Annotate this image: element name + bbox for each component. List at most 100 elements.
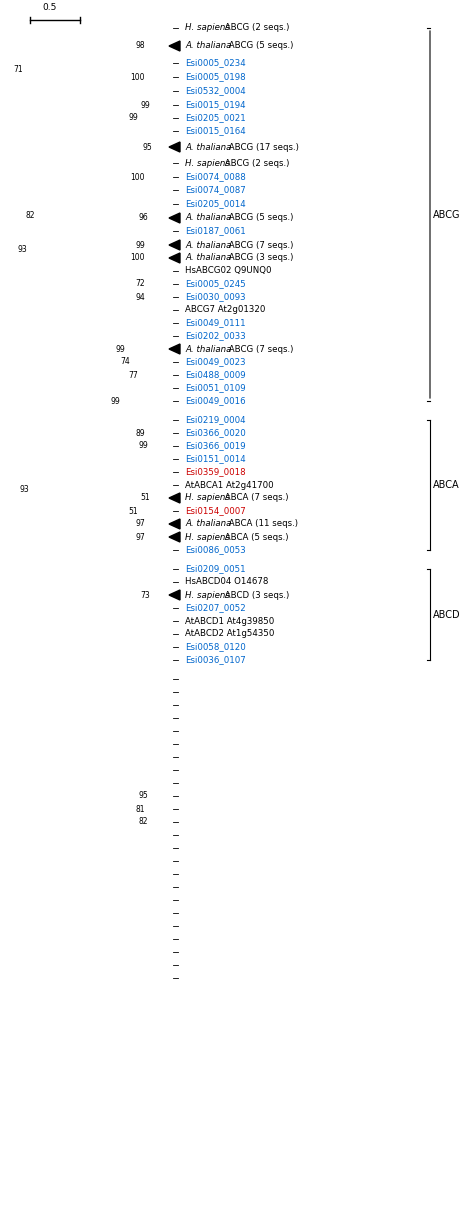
Text: Esi0015_0164: Esi0015_0164 — [185, 127, 246, 135]
Text: 99: 99 — [138, 441, 148, 451]
Polygon shape — [169, 213, 180, 223]
Text: ABCG: ABCG — [433, 210, 461, 219]
Text: A. thaliana: A. thaliana — [185, 41, 231, 51]
Text: 94: 94 — [135, 293, 145, 301]
Text: ABCA (11 seqs.): ABCA (11 seqs.) — [226, 519, 298, 529]
Text: A. thaliana: A. thaliana — [185, 345, 231, 353]
Polygon shape — [169, 590, 180, 600]
Text: Esi0207_0052: Esi0207_0052 — [185, 604, 246, 612]
Text: Esi0202_0033: Esi0202_0033 — [185, 331, 246, 341]
Text: ABCG (17 seqs.): ABCG (17 seqs.) — [226, 142, 299, 152]
Text: H. sapiens: H. sapiens — [185, 159, 230, 167]
Polygon shape — [169, 41, 180, 51]
Text: 97: 97 — [135, 519, 145, 529]
Text: 82: 82 — [138, 817, 148, 827]
Text: 93: 93 — [20, 486, 30, 494]
Polygon shape — [169, 531, 180, 542]
Text: 100: 100 — [130, 72, 145, 82]
Text: Esi0005_0234: Esi0005_0234 — [185, 59, 246, 67]
Text: ABCA: ABCA — [433, 480, 460, 490]
Text: 98: 98 — [136, 41, 145, 51]
Text: ABCG (2 seqs.): ABCG (2 seqs.) — [222, 159, 290, 167]
Text: 72: 72 — [136, 280, 145, 288]
Polygon shape — [169, 253, 180, 263]
Text: Esi0366_0020: Esi0366_0020 — [185, 429, 246, 437]
Text: 82: 82 — [26, 211, 36, 219]
Text: H. sapiens: H. sapiens — [185, 494, 230, 502]
Text: 99: 99 — [115, 345, 125, 353]
Text: Esi0187_0061: Esi0187_0061 — [185, 227, 246, 235]
Text: ABCG (7 seqs.): ABCG (7 seqs.) — [226, 345, 293, 353]
Text: Esi0074_0087: Esi0074_0087 — [185, 186, 246, 194]
Text: ABCG (7 seqs.): ABCG (7 seqs.) — [226, 241, 293, 249]
Text: ABCA (5 seqs.): ABCA (5 seqs.) — [222, 533, 289, 541]
Text: 96: 96 — [138, 213, 148, 223]
Text: 100: 100 — [130, 253, 145, 263]
Polygon shape — [169, 493, 180, 502]
Text: Esi0219_0004: Esi0219_0004 — [185, 416, 246, 424]
Polygon shape — [169, 142, 180, 152]
Text: A. thaliana: A. thaliana — [185, 519, 231, 529]
Text: Esi0488_0009: Esi0488_0009 — [185, 370, 246, 380]
Text: AtABCD2 At1g54350: AtABCD2 At1g54350 — [185, 629, 274, 639]
Text: ABCG (3 seqs.): ABCG (3 seqs.) — [226, 253, 293, 263]
Text: Esi0154_0007: Esi0154_0007 — [185, 506, 246, 516]
Text: A. thaliana: A. thaliana — [185, 241, 231, 249]
Text: 71: 71 — [13, 65, 23, 75]
Text: 51: 51 — [140, 494, 150, 502]
Text: 81: 81 — [136, 805, 145, 813]
Text: A. thaliana: A. thaliana — [185, 253, 231, 263]
Text: Esi0532_0004: Esi0532_0004 — [185, 87, 246, 95]
Text: 95: 95 — [142, 142, 152, 152]
Text: Esi0086_0053: Esi0086_0053 — [185, 546, 246, 554]
Text: 100: 100 — [130, 172, 145, 182]
Text: ABCD: ABCD — [433, 610, 461, 619]
Text: Esi0015_0194: Esi0015_0194 — [185, 100, 246, 110]
Text: H. sapiens: H. sapiens — [185, 590, 230, 600]
Text: ABCD (3 seqs.): ABCD (3 seqs.) — [222, 590, 290, 600]
Polygon shape — [169, 343, 180, 354]
Text: 99: 99 — [110, 396, 120, 406]
Text: ABCG7 At2g01320: ABCG7 At2g01320 — [185, 306, 265, 315]
Text: ABCG (2 seqs.): ABCG (2 seqs.) — [222, 24, 290, 33]
Text: AtABCD1 At4g39850: AtABCD1 At4g39850 — [185, 617, 274, 625]
Text: Esi0205_0014: Esi0205_0014 — [185, 200, 246, 208]
Text: Esi0049_0023: Esi0049_0023 — [185, 358, 246, 366]
Text: 97: 97 — [135, 533, 145, 541]
Text: Esi0058_0120: Esi0058_0120 — [185, 642, 246, 652]
Text: Esi0366_0019: Esi0366_0019 — [185, 441, 246, 451]
Text: Esi0049_0111: Esi0049_0111 — [185, 318, 246, 328]
Text: ABCG (5 seqs.): ABCG (5 seqs.) — [226, 41, 293, 51]
Text: A. thaliana: A. thaliana — [185, 142, 231, 152]
Polygon shape — [169, 519, 180, 529]
Text: H. sapiens: H. sapiens — [185, 533, 230, 541]
Text: Esi0209_0051: Esi0209_0051 — [185, 564, 246, 574]
Text: 95: 95 — [138, 792, 148, 800]
Text: A. thaliana: A. thaliana — [185, 213, 231, 223]
Text: HsABCG02 Q9UNQ0: HsABCG02 Q9UNQ0 — [185, 266, 272, 276]
Text: H. sapiens: H. sapiens — [185, 24, 230, 33]
Text: Esi0036_0107: Esi0036_0107 — [185, 656, 246, 664]
Text: ABCA (7 seqs.): ABCA (7 seqs.) — [222, 494, 289, 502]
Text: 89: 89 — [136, 429, 145, 437]
Text: 51: 51 — [128, 506, 138, 516]
Text: 0.5: 0.5 — [43, 2, 57, 12]
Text: Esi0151_0014: Esi0151_0014 — [185, 454, 246, 464]
Text: HsABCD04 O14678: HsABCD04 O14678 — [185, 577, 268, 587]
Text: Esi0359_0018: Esi0359_0018 — [185, 468, 246, 476]
Text: Esi0074_0088: Esi0074_0088 — [185, 172, 246, 182]
Text: 73: 73 — [140, 590, 150, 600]
Text: Esi0051_0109: Esi0051_0109 — [185, 383, 246, 393]
Text: Esi0030_0093: Esi0030_0093 — [185, 293, 246, 301]
Text: Esi0205_0021: Esi0205_0021 — [185, 113, 246, 123]
Text: Esi0049_0016: Esi0049_0016 — [185, 396, 246, 406]
Text: 93: 93 — [18, 246, 28, 254]
Text: Esi0005_0198: Esi0005_0198 — [185, 72, 246, 82]
Polygon shape — [169, 240, 180, 249]
Text: 77: 77 — [128, 370, 138, 380]
Text: Esi0005_0245: Esi0005_0245 — [185, 280, 246, 288]
Text: 99: 99 — [135, 241, 145, 249]
Text: 99: 99 — [128, 113, 138, 123]
Text: 99: 99 — [140, 100, 150, 110]
Text: ABCG (5 seqs.): ABCG (5 seqs.) — [226, 213, 293, 223]
